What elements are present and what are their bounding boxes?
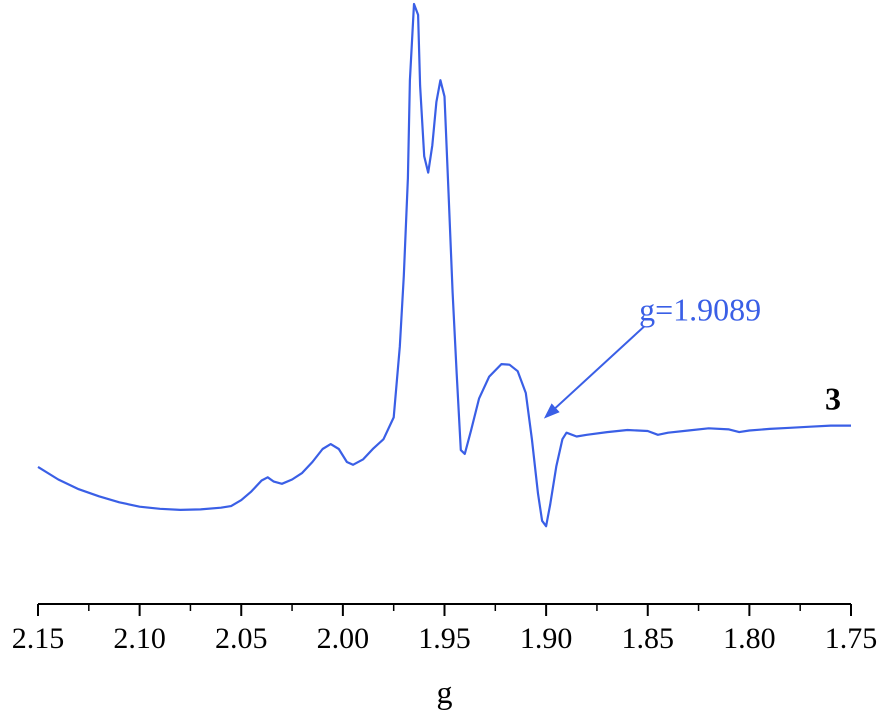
sample-label: 3 <box>825 381 841 417</box>
x-axis: 2.15 2.10 2.05 2.00 1.95 1.90 1.85 1.80 1.75 <box>12 603 878 655</box>
x-tick-label: 2.05 <box>215 622 268 655</box>
x-tick-label: 2.10 <box>113 622 166 655</box>
x-tick-label: 2.15 <box>12 622 65 655</box>
annotation-arrow <box>543 325 645 419</box>
x-tick-label: 1.85 <box>622 622 675 655</box>
annotation-layer: g=1.9089 <box>543 292 761 419</box>
x-tick-label: 1.95 <box>418 622 471 655</box>
x-tick-label: 2.00 <box>317 622 370 655</box>
annotation-label: g=1.9089 <box>639 292 761 328</box>
x-tick-label: 1.75 <box>825 622 878 655</box>
series-line <box>37 2 851 528</box>
x-tick-label: 1.80 <box>723 622 776 655</box>
x-axis-title: g <box>437 674 453 710</box>
series-layer <box>37 2 851 528</box>
x-tick-label: 1.90 <box>520 622 573 655</box>
